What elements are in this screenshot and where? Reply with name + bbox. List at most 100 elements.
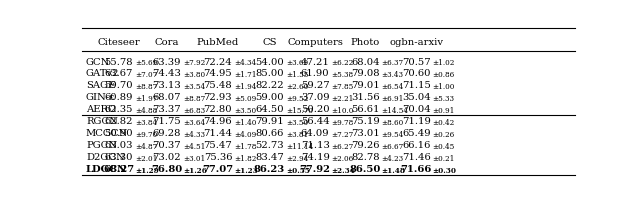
Text: 64.50: 64.50: [255, 105, 284, 114]
Text: 63.30: 63.30: [104, 152, 133, 161]
Text: ±5.09: ±5.09: [234, 95, 257, 103]
Text: ±7.07: ±7.07: [135, 71, 157, 79]
Text: ±1.26: ±1.26: [183, 166, 207, 174]
Text: 31.56: 31.56: [351, 93, 380, 102]
Text: RGCN: RGCN: [86, 117, 118, 125]
Text: 63.67: 63.67: [104, 69, 133, 78]
Text: ±9.78: ±9.78: [332, 118, 354, 126]
Text: ±4.87: ±4.87: [135, 142, 157, 150]
Text: ±3.43: ±3.43: [381, 71, 404, 79]
Text: 50.90: 50.90: [104, 128, 133, 137]
Text: ±15.70: ±15.70: [286, 106, 313, 114]
Text: ±4.33: ±4.33: [183, 130, 205, 138]
Text: 82.78: 82.78: [351, 152, 380, 161]
Text: 68.04: 68.04: [351, 57, 380, 66]
Text: 73.37: 73.37: [152, 105, 181, 114]
Text: 82.22: 82.22: [255, 81, 284, 90]
Text: 71.75: 71.75: [152, 117, 181, 125]
Text: 79.91: 79.91: [255, 117, 284, 125]
Text: ±9.54: ±9.54: [381, 130, 404, 138]
Text: ±6.83: ±6.83: [183, 106, 205, 114]
Text: 35.04: 35.04: [402, 93, 431, 102]
Text: 73.01: 73.01: [351, 128, 380, 137]
Text: ±4.23: ±4.23: [381, 154, 404, 162]
Text: 72.93: 72.93: [204, 93, 232, 102]
Text: ±4.88: ±4.88: [135, 106, 157, 114]
Text: ±5.33: ±5.33: [433, 95, 454, 103]
Text: ±1.71: ±1.71: [234, 71, 257, 79]
Text: ±2.21: ±2.21: [332, 95, 354, 103]
Text: 63.39: 63.39: [152, 57, 181, 66]
Text: 56.61: 56.61: [351, 105, 380, 114]
Text: ±0.45: ±0.45: [433, 142, 455, 150]
Text: ±8.87: ±8.87: [135, 83, 157, 91]
Text: 71.66: 71.66: [401, 164, 432, 173]
Text: ±4.34: ±4.34: [234, 59, 257, 67]
Text: 79.08: 79.08: [351, 69, 380, 78]
Text: ±1.02: ±1.02: [433, 59, 455, 67]
Text: ±3.80: ±3.80: [183, 71, 205, 79]
Text: 73.13: 73.13: [152, 81, 181, 90]
Text: SAGE: SAGE: [86, 81, 115, 90]
Text: ±3.54: ±3.54: [183, 83, 205, 91]
Text: Computers: Computers: [287, 38, 343, 47]
Text: ±3.84: ±3.84: [135, 118, 157, 126]
Text: ±3.50: ±3.50: [234, 106, 257, 114]
Text: ±9.70: ±9.70: [135, 130, 157, 138]
Text: ±7.92: ±7.92: [183, 59, 205, 67]
Text: GATv2: GATv2: [86, 69, 120, 78]
Text: 75.47: 75.47: [204, 140, 232, 149]
Text: 66.16: 66.16: [402, 140, 431, 149]
Text: 77.92: 77.92: [300, 164, 331, 173]
Text: 72.80: 72.80: [204, 105, 232, 114]
Text: PGCN: PGCN: [86, 140, 117, 149]
Text: 71.15: 71.15: [402, 81, 431, 90]
Text: ±3.69: ±3.69: [286, 59, 308, 67]
Text: 64.09: 64.09: [301, 128, 330, 137]
Text: 83.47: 83.47: [255, 152, 284, 161]
Text: 76.80: 76.80: [151, 164, 182, 173]
Text: 59.00: 59.00: [255, 93, 284, 102]
Text: ±8.87: ±8.87: [183, 95, 205, 103]
Text: ±7.27: ±7.27: [332, 130, 354, 138]
Text: 63.03: 63.03: [104, 140, 133, 149]
Text: ±5.69: ±5.69: [135, 59, 157, 67]
Text: 68.27: 68.27: [103, 164, 134, 173]
Text: ±1.29: ±1.29: [135, 166, 159, 174]
Text: ±2.06: ±2.06: [332, 154, 354, 162]
Text: ±2.01: ±2.01: [135, 154, 157, 162]
Text: 86.50: 86.50: [349, 164, 381, 173]
Text: ±9.52: ±9.52: [286, 95, 308, 103]
Text: 70.57: 70.57: [402, 57, 431, 66]
Text: 71.46: 71.46: [402, 152, 431, 161]
Text: 71.44: 71.44: [204, 128, 232, 137]
Text: 54.00: 54.00: [255, 57, 284, 66]
Text: ±3.81: ±3.81: [286, 130, 308, 138]
Text: 70.60: 70.60: [402, 69, 431, 78]
Text: 73.02: 73.02: [152, 152, 181, 161]
Text: 70.37: 70.37: [152, 140, 181, 149]
Text: 71.13: 71.13: [301, 140, 330, 149]
Text: 61.90: 61.90: [301, 69, 330, 78]
Text: PubMed: PubMed: [196, 38, 239, 47]
Text: 75.48: 75.48: [204, 81, 232, 90]
Text: 62.35: 62.35: [104, 105, 133, 114]
Text: GCN: GCN: [86, 57, 110, 66]
Text: Citeseer: Citeseer: [97, 38, 140, 47]
Text: ogbn-arxiv: ogbn-arxiv: [389, 38, 444, 47]
Text: 75.19: 75.19: [351, 117, 380, 125]
Text: ±6.54: ±6.54: [381, 83, 404, 91]
Text: ±4.09: ±4.09: [234, 130, 257, 138]
Text: 71.19: 71.19: [402, 117, 431, 125]
Text: ±4.51: ±4.51: [183, 142, 205, 150]
Text: ±1.94: ±1.94: [234, 83, 257, 91]
Text: ±3.50: ±3.50: [286, 118, 308, 126]
Text: 68.07: 68.07: [152, 93, 181, 102]
Text: 55.78: 55.78: [104, 57, 133, 66]
Text: ±1.48: ±1.48: [381, 166, 406, 174]
Text: ±0.30: ±0.30: [433, 166, 457, 174]
Text: ±0.91: ±0.91: [433, 106, 455, 114]
Text: ±8.60: ±8.60: [381, 118, 404, 126]
Text: 79.01: 79.01: [351, 81, 380, 90]
Text: 37.09: 37.09: [301, 93, 330, 102]
